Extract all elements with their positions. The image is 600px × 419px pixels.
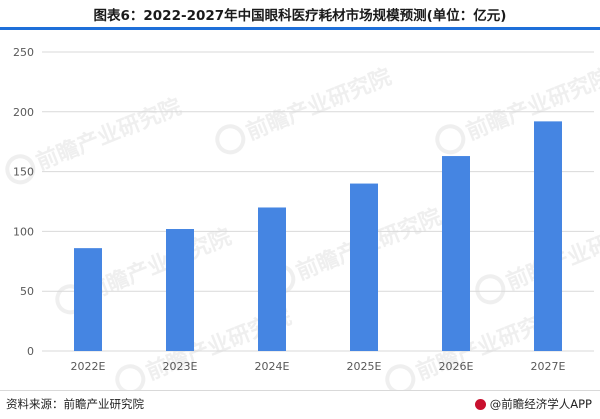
svg-text:前瞻产业研究院: 前瞻产业研究院 — [33, 94, 186, 176]
bar-2025E — [350, 183, 378, 351]
svg-text:前瞻产业研究院: 前瞻产业研究院 — [243, 64, 396, 146]
x-tick-label: 2024E — [255, 360, 290, 373]
chart-title: 图表6：2022-2027年中国眼科医疗耗材市场规模预测(单位：亿元) — [93, 8, 507, 24]
bar-2027E — [534, 121, 562, 351]
bars — [74, 121, 562, 351]
bar-2022E — [74, 248, 102, 351]
y-tick-label: 200 — [13, 106, 34, 119]
bar-2024E — [258, 207, 286, 351]
y-tick-label: 250 — [13, 46, 34, 59]
credit: @前瞻经济学人APP — [474, 396, 592, 412]
watermark: 前瞻产业研究院 — [435, 64, 600, 155]
y-tick-label: 100 — [13, 225, 34, 238]
brand-logo-icon — [474, 398, 486, 410]
y-tick-label: 0 — [27, 345, 34, 358]
source-note: 资料来源：前瞻产业研究院 — [6, 397, 144, 411]
x-tick-label: 2022E — [71, 360, 106, 373]
svg-text:前瞻产业研究院: 前瞻产业研究院 — [83, 224, 236, 306]
x-tick-label: 2023E — [163, 360, 198, 373]
y-axis-ticks: 0 50 100 150 200 250 — [13, 46, 34, 358]
title-bar: 图表6：2022-2027年中国眼科医疗耗材市场规模预测(单位：亿元) — [0, 0, 600, 30]
footer-divider — [0, 390, 600, 391]
y-tick-label: 150 — [13, 166, 34, 179]
bar-2023E — [166, 229, 194, 351]
svg-text:前瞻产业研究院: 前瞻产业研究院 — [463, 64, 600, 146]
gridlines — [42, 51, 594, 352]
y-tick-label: 50 — [20, 285, 34, 298]
x-tick-label: 2025E — [347, 360, 382, 373]
x-tick-label: 2027E — [531, 360, 566, 373]
bar-2026E — [442, 156, 470, 351]
x-tick-label: 2026E — [439, 360, 474, 373]
x-axis-ticks: 2022E 2023E 2024E 2025E 2026E 2027E — [71, 360, 566, 373]
title-accent-line — [0, 27, 600, 30]
credit-text: @前瞻经济学人APP — [489, 397, 592, 411]
watermark: 前瞻产业研究院 — [215, 64, 396, 155]
